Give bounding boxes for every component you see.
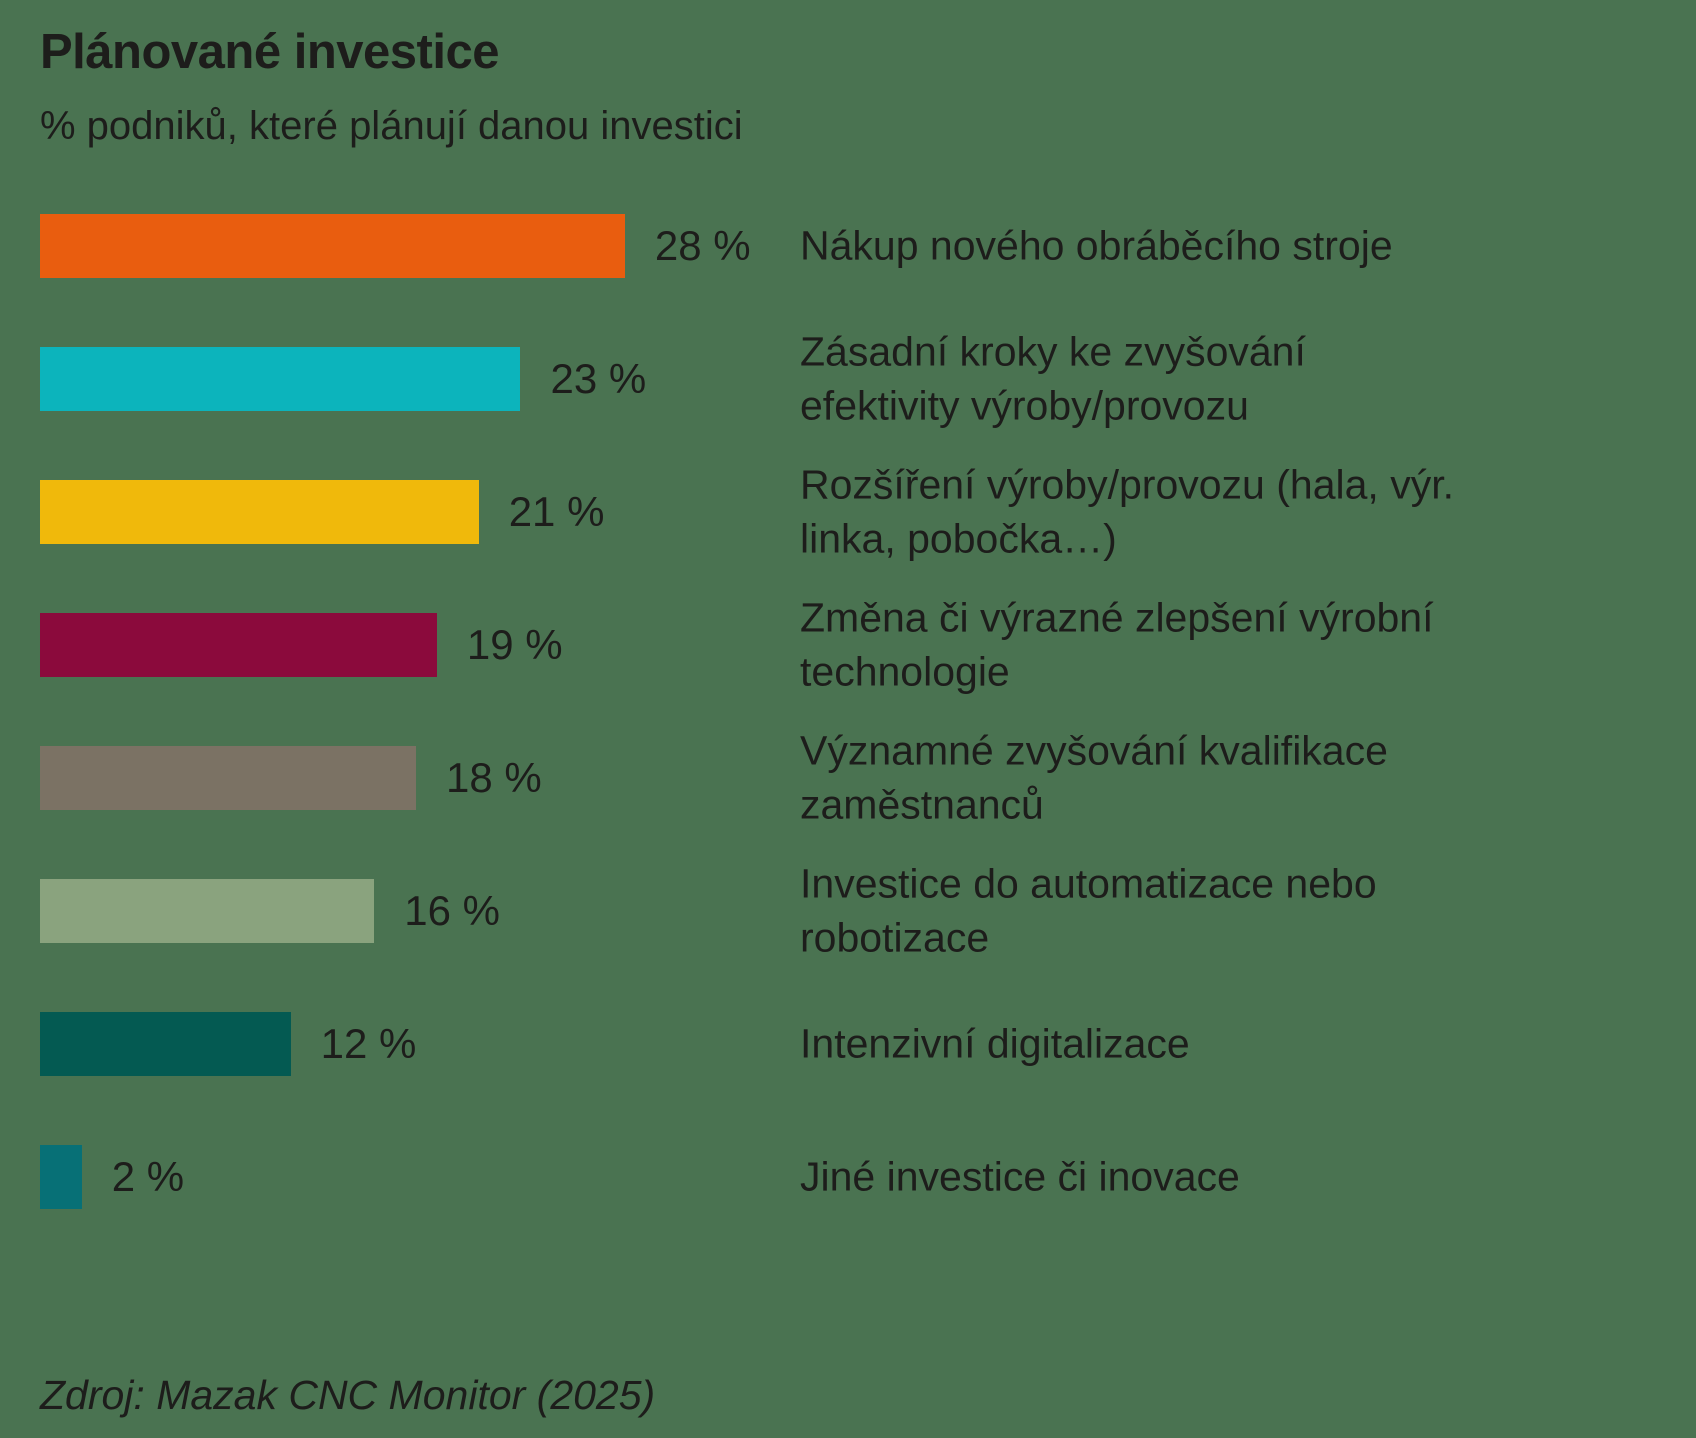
bar: [40, 480, 479, 545]
bar-category-label: Rozšíření výroby/provozu (hala, výr. lin…: [800, 462, 1454, 562]
bar: [40, 879, 375, 944]
bar-value-label: 12 %: [320, 1020, 417, 1068]
bar-category-label: Změna či výrazné zlepšení výrobní techno…: [800, 595, 1434, 695]
bar-value-label: 19 %: [466, 621, 563, 669]
bar: [40, 746, 417, 811]
bar-value-label: 23 %: [550, 355, 647, 403]
bar-row-2: 23 % Zásadní kroky ke zvyšování efektivi…: [0, 313, 1696, 446]
bar-category-label: Jiné investice či inovace: [800, 1153, 1240, 1200]
bar-category-label: Nákup nového obráběcího stroje: [800, 222, 1393, 269]
bar-rows: 28 % Nákup nového obráběcího stroje 23 %…: [0, 180, 1696, 1244]
bar: [40, 347, 521, 412]
bar-row-8: 2 % Jiné investice či inovace: [0, 1111, 1696, 1244]
bar-value-label: 16 %: [404, 887, 500, 935]
source-note: Zdroj: Mazak CNC Monitor (2025): [40, 1371, 656, 1418]
bar-value-label: 21 %: [508, 488, 605, 536]
bar-category-label: Zásadní kroky ke zvyšování efektivity vý…: [800, 329, 1306, 429]
bar-row-4: 19 % Změna či výrazné zlepšení výrobní t…: [0, 579, 1696, 712]
page-title: Plánované investice: [40, 25, 499, 79]
bar-value-label: 28 %: [654, 222, 751, 270]
bar-row-6: 16 % Investice do automatizace nebo robo…: [0, 845, 1696, 978]
page-subtitle: % podniků, které plánují danou investici: [40, 103, 743, 148]
bar: [40, 1012, 291, 1077]
bar-row-3: 21 % Rozšíření výroby/provozu (hala, výr…: [0, 446, 1696, 579]
bar-category-label: Investice do automatizace nebo robotizac…: [800, 861, 1377, 961]
chart-header: Plánované investice % podniků, které plá…: [0, 0, 1696, 148]
bar-row-7: 12 % Intenzivní digitalizace: [0, 978, 1696, 1111]
bar: [40, 214, 625, 279]
bar-category-label: Intenzivní digitalizace: [800, 1020, 1190, 1067]
bar-value-label: 18 %: [446, 754, 542, 802]
bar-category-label: Významné zvyšování kvalifikace zaměstnan…: [800, 728, 1388, 828]
bar: [40, 1145, 82, 1210]
bar-value-label: 2 %: [111, 1153, 185, 1201]
bar: [40, 613, 437, 678]
bar-row-1: 28 % Nákup nového obráběcího stroje: [0, 180, 1696, 313]
bar-row-5: 18 % Významné zvyšování kvalifikace zamě…: [0, 712, 1696, 845]
